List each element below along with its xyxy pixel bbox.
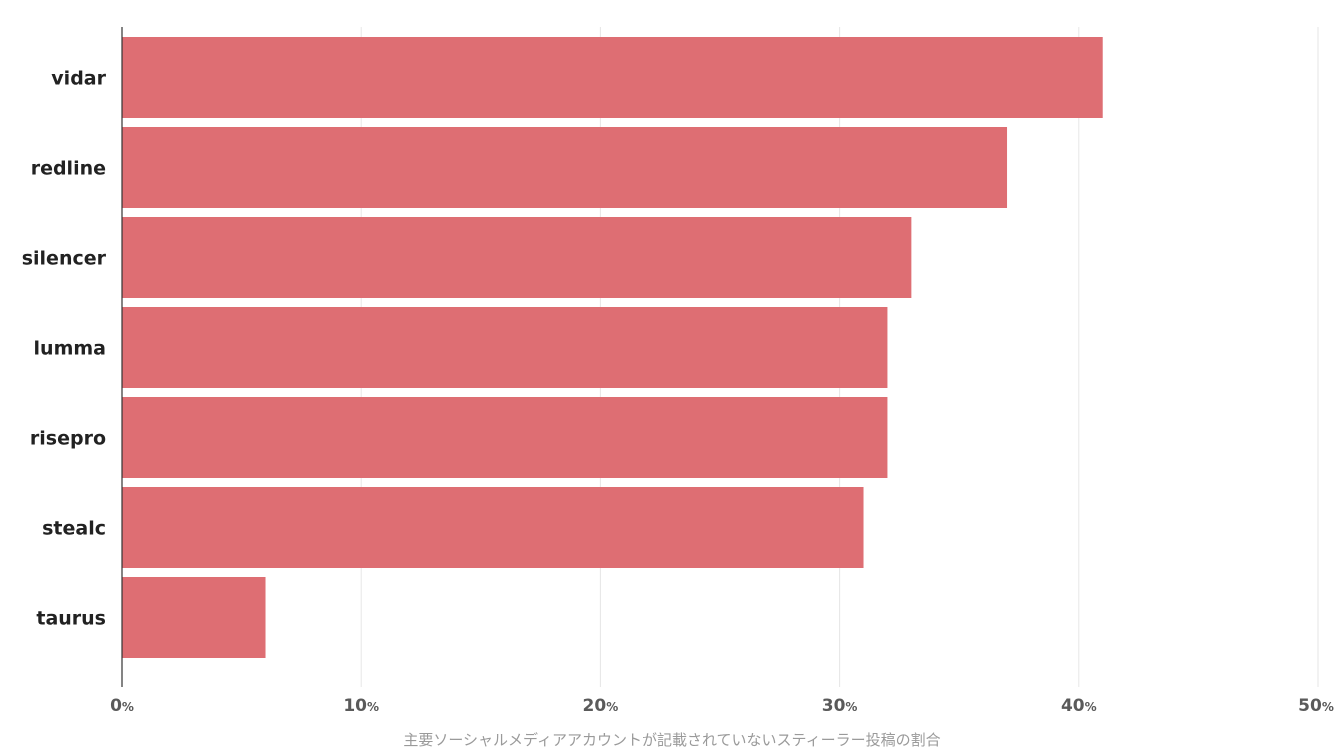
- category-label-vidar: vidar: [51, 68, 106, 90]
- x-axis-title: 主要ソーシャルメディアアカウントが記載されていないスティーラー投稿の割合: [403, 731, 940, 749]
- bar-redline: [122, 127, 1008, 208]
- bar-stealc: [122, 487, 864, 568]
- bar-risepro: [122, 397, 888, 478]
- bars: [122, 37, 1103, 658]
- category-label-stealc: stealc: [42, 518, 106, 540]
- bar-taurus: [122, 577, 266, 658]
- x-tick-label: 10%: [343, 696, 379, 716]
- category-labels: vidar redline silencer lumma risepro stealc ta…: [22, 68, 107, 630]
- bar-lumma: [122, 307, 888, 388]
- x-tick-label: 20%: [583, 696, 619, 716]
- category-label-risepro: risepro: [30, 428, 106, 450]
- category-label-lumma: lumma: [34, 338, 106, 360]
- bar-silencer: [122, 217, 912, 298]
- x-tick-labels: 0% 10% 20% 30% 40% 50%: [110, 696, 1334, 716]
- x-tick-label: 40%: [1061, 696, 1097, 716]
- bar-vidar: [122, 37, 1103, 118]
- x-tick-label: 30%: [822, 696, 858, 716]
- category-label-silencer: silencer: [22, 248, 107, 270]
- x-tick-label: 50%: [1298, 696, 1334, 716]
- category-label-redline: redline: [31, 158, 106, 180]
- x-tick-label: 0%: [110, 696, 134, 716]
- category-label-taurus: taurus: [36, 608, 106, 630]
